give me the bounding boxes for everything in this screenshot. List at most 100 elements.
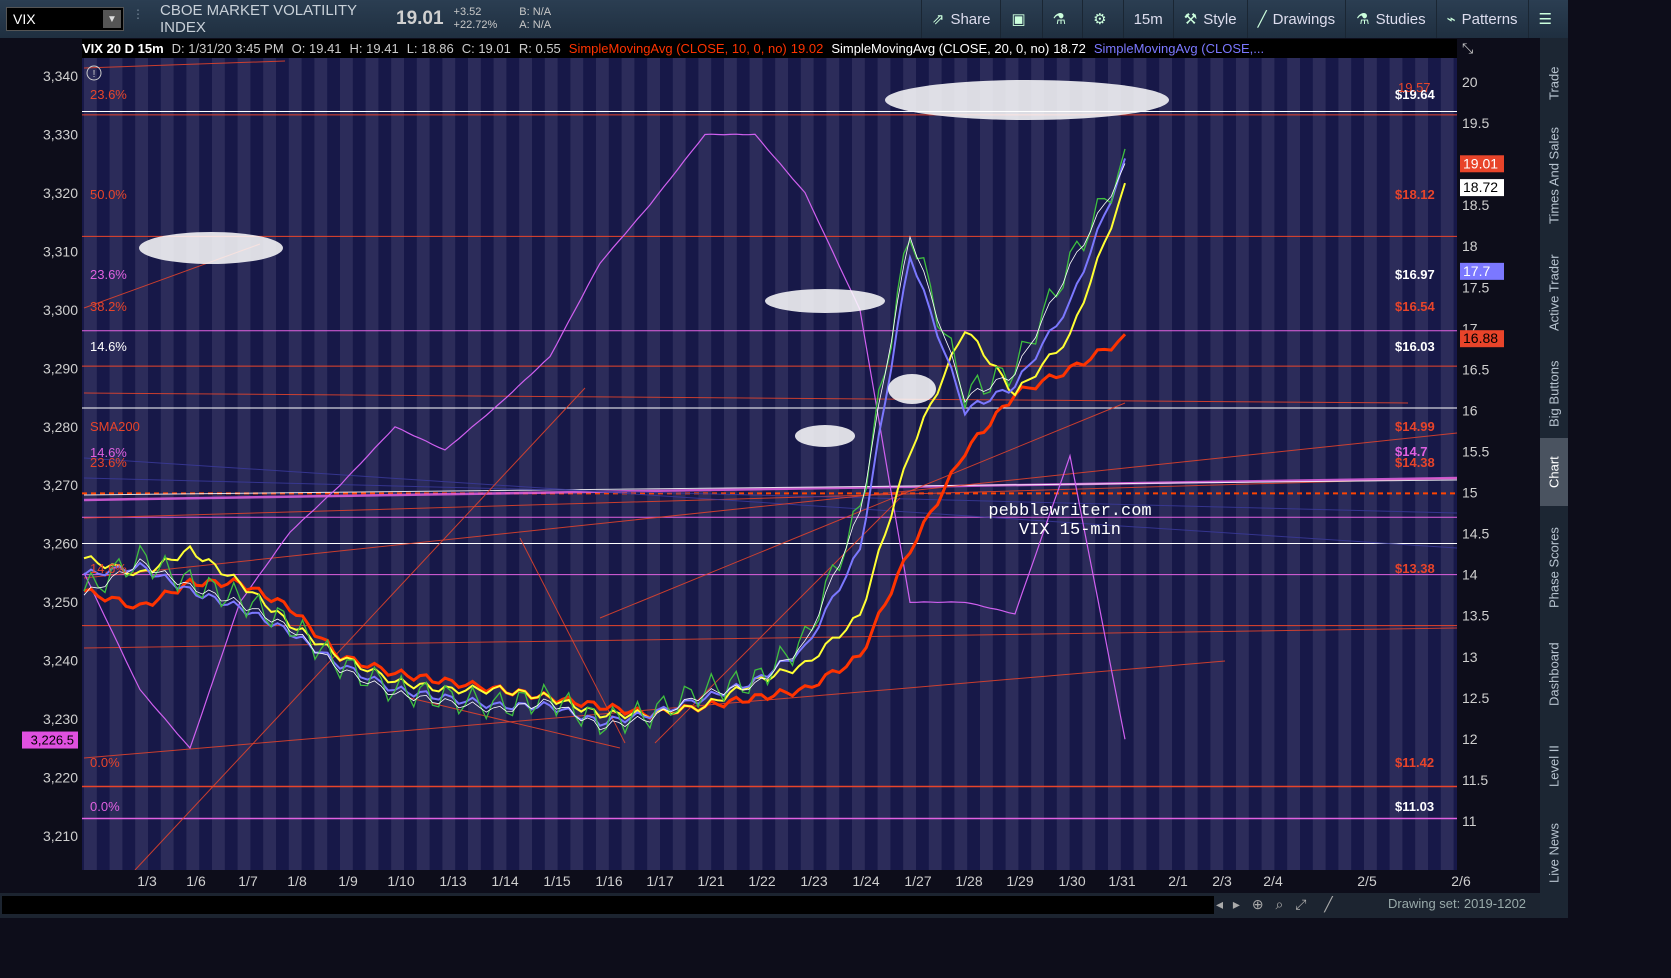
expand-icon[interactable]: ⤢ [1295,896,1307,912]
fib-right-label: $16.03 [1395,339,1435,354]
session-band [1261,58,1275,870]
left-axis-tick: 3,270 [43,477,78,493]
zoom-icon[interactable]: ⌕ [1275,896,1284,912]
trend-line [83,479,1458,496]
price-chart[interactable]: 3,340 3,330 3,320 3,310 3,300 3,290 3,280 3,270… [0,58,1540,893]
drawings-button[interactable]: ╱ Drawings [1246,0,1346,38]
status-icons: ◂ ▸ ⊕ ⌕ ⤢ ╱ [1216,896,1333,913]
side-tab-dashboard[interactable]: Dashboard [1546,642,1562,706]
fib-right-label: $16.54 [1395,299,1436,314]
draw-line-icon[interactable]: ╱ [1324,896,1333,912]
flask-studies-icon: ⚗ [1356,11,1370,28]
trend-line [83,432,1458,579]
fib-right-label: $13.38 [1395,561,1435,576]
symbol-text: VIX [13,11,36,27]
patterns-button[interactable]: ⌁ Patterns [1435,0,1528,38]
style-button[interactable]: ⚒ Style [1172,0,1247,38]
right-axis-badge-bg [1460,179,1504,197]
symbol-input[interactable]: VIX ▼ [6,7,124,31]
menu-icon: ☰ [1538,11,1552,28]
session-band [1133,58,1147,870]
session-band [1415,58,1428,870]
legend-sma20-label: SimpleMovingAvg (CLOSE, 20, 0, no) [831,41,1050,56]
session-band [442,58,456,870]
share-button[interactable]: ⇗ Share [920,0,1001,38]
fib-right-label: $18.12 [1395,187,1435,202]
right-axis-tick: 16.5 [1462,361,1489,377]
fib-right-label: $14.38 [1395,455,1435,470]
session-band [800,58,814,870]
x-axis-label: 2/1 [1168,873,1188,889]
right-axis-badge: 19.01 [1463,155,1498,171]
x-axis-label: 1/21 [697,873,724,889]
left-axis-tick: 3,340 [43,68,78,84]
session-band [544,58,558,870]
side-tab-big-buttons[interactable]: Big Buttons [1546,360,1562,427]
collapse-icon[interactable]: ⤡ [1462,40,1474,56]
fib-left-label: SMA200 [90,419,140,434]
symbol-dropdown-icon[interactable]: ▼ [103,10,121,28]
flask-button[interactable]: ⚗ [1041,0,1082,38]
link-grip-icon[interactable]: ⋮ [132,7,144,21]
net-change: +3.52 [453,6,482,18]
trend-line [83,457,1458,549]
chart-legend: VIX 20 D 15m D: 1/31/20 3:45 PM O: 19.41… [82,39,1457,58]
plot-background [82,58,1457,870]
left-axis-tick: 3,260 [43,536,78,552]
studies-button[interactable]: ⚗ Studies [1345,0,1436,38]
interval-button[interactable]: 15m [1122,0,1173,38]
side-tab-chart[interactable]: Chart [1540,438,1568,506]
x-axis-label: 2/5 [1357,873,1377,889]
settings-button[interactable]: ⚙ [1082,0,1122,38]
patterns-icon: ⌁ [1446,11,1456,28]
right-axis-badge-bg [1460,155,1504,173]
trend-line [83,627,1458,649]
crosshair-icon[interactable]: ⊕ [1251,896,1264,912]
fib-left-label: 23.6% [90,87,127,102]
x-axis-label: 1/27 [904,873,931,889]
side-tab-level-ii[interactable]: Level II [1546,745,1562,787]
side-tab-trade[interactable]: Trade [1546,66,1562,100]
session-band [672,58,686,870]
x-axis-label: 1/31 [1108,873,1135,889]
session-band [698,58,712,870]
session-band [84,58,97,870]
scroll-right-icon[interactable]: ▸ [1232,896,1240,912]
session-band [647,58,660,870]
last-price: 19.01 [396,8,444,29]
session-band [1338,58,1352,870]
session-band [954,58,968,870]
session-band [1082,58,1096,870]
x-axis-label: 1/14 [491,873,518,889]
side-tab-active-trader[interactable]: Active Trader [1546,254,1562,332]
left-axis-tick: 3,300 [43,302,78,318]
pencil-icon: ╱ [1257,11,1267,28]
menu-button[interactable]: ☰ [1527,0,1568,38]
fib-left-label: 0.0% [90,755,120,770]
gear-icon: ⚙ [1093,11,1107,28]
horizontal-scrollbar[interactable] [2,896,1214,914]
side-tab-live-news[interactable]: Live News [1546,823,1562,883]
session-band [724,58,737,870]
legend-low: L: 18.86 [406,41,454,56]
top-toolbar: VIX ▼ ⋮ CBOE MARKET VOLATILITY INDEX 19.… [0,0,1568,38]
right-axis-badge: 18.72 [1463,179,1498,195]
fib-left-label: 14.6% [90,339,127,354]
bid-value: B: N/A [519,6,552,18]
side-tab-times-and-sales[interactable]: Times And Sales [1546,126,1562,225]
scroll-left-icon[interactable]: ◂ [1216,896,1224,912]
side-tab-phase-scores[interactable]: Phase Scores [1546,527,1562,609]
fib-right-label: $14.7 [1395,444,1428,459]
session-band [416,58,430,870]
right-axis-tick: 12 [1462,731,1478,747]
snapshot-button[interactable]: ▣ [1000,0,1041,38]
drawing-set-label[interactable]: Drawing set: 2019-1202 [1388,896,1527,911]
camera-icon: ▣ [1011,11,1026,28]
right-axis-tick: 16 [1462,402,1478,418]
watermark: pebblewriter.com VIX 15-min [940,502,1200,540]
fib-right-label: $11.42 [1395,755,1434,770]
right-axis-tick: 18.5 [1462,197,1489,213]
trend-line [83,660,1226,759]
fib-right-label: $19.64 [1395,87,1436,102]
watermark-line2: VIX 15-min [1018,521,1122,540]
